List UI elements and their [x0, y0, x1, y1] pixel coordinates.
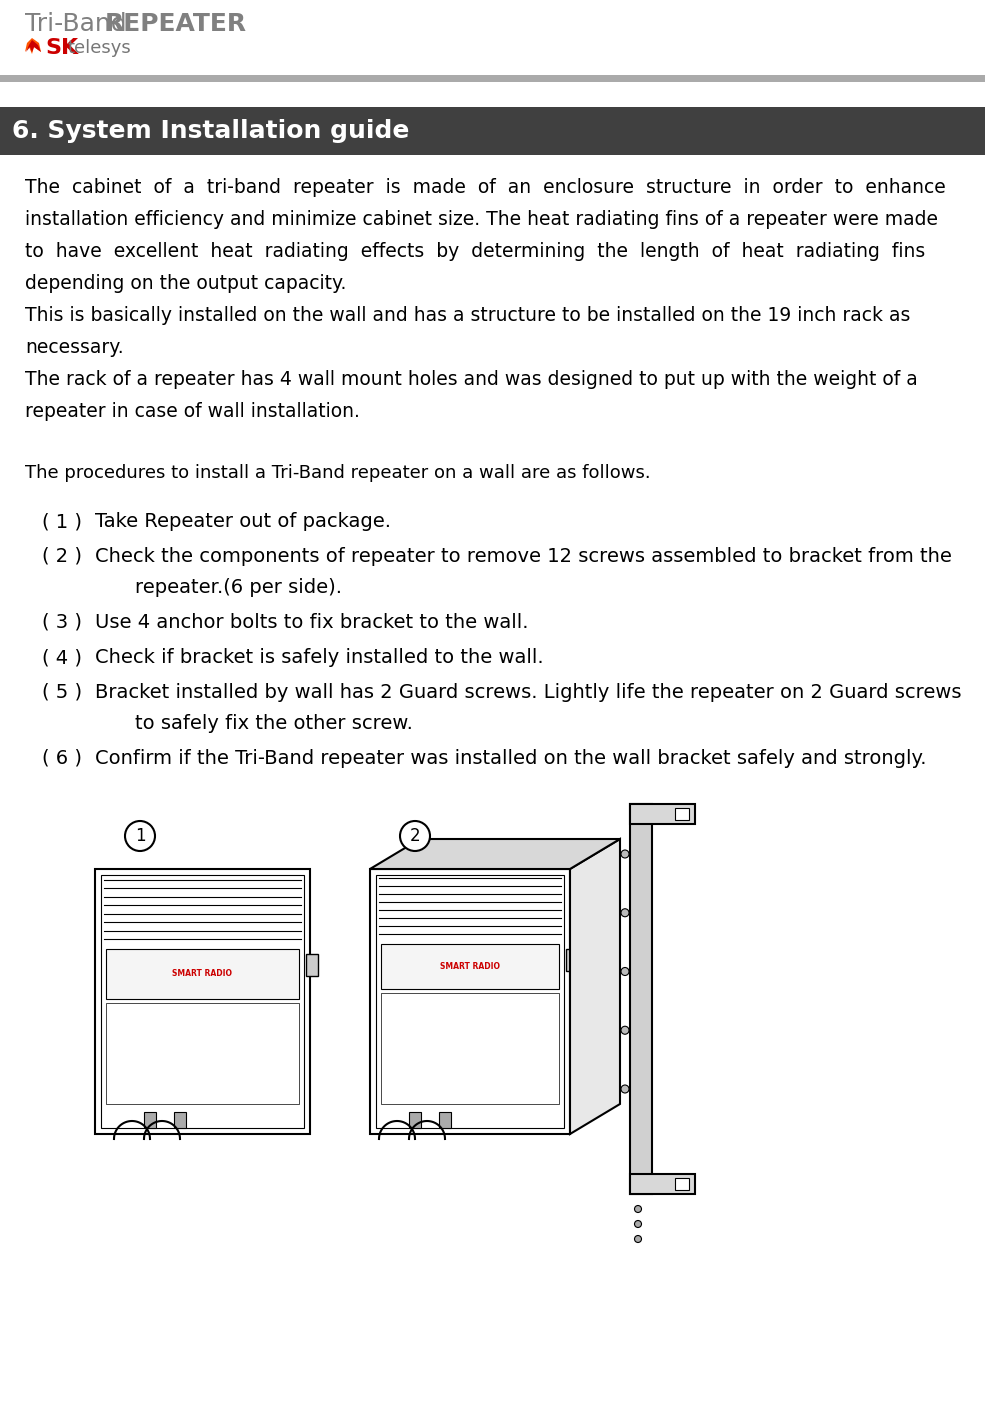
Polygon shape — [25, 38, 41, 54]
Bar — [675, 807, 689, 820]
Bar — [174, 1112, 186, 1128]
Circle shape — [400, 822, 430, 852]
Circle shape — [634, 1206, 641, 1212]
Text: ( 6 ): ( 6 ) — [42, 749, 82, 768]
Bar — [381, 944, 559, 990]
Bar — [306, 954, 318, 975]
Circle shape — [621, 850, 629, 859]
Circle shape — [634, 1220, 641, 1227]
Polygon shape — [370, 839, 620, 869]
Text: Use 4 anchor bolts to fix bracket to the wall.: Use 4 anchor bolts to fix bracket to the… — [95, 612, 529, 632]
Bar — [101, 874, 304, 1128]
Bar — [376, 874, 564, 1128]
Text: repeater.(6 per side).: repeater.(6 per side). — [135, 578, 342, 597]
Text: Take Repeater out of package.: Take Repeater out of package. — [95, 513, 391, 531]
Circle shape — [621, 967, 629, 975]
Bar — [630, 1173, 695, 1193]
Text: REPEATER: REPEATER — [105, 11, 247, 36]
Text: The rack of a repeater has 4 wall mount holes and was designed to put up with th: The rack of a repeater has 4 wall mount … — [25, 370, 918, 389]
Text: Confirm if the Tri-Band repeater was installed on the wall bracket safely and st: Confirm if the Tri-Band repeater was ins… — [95, 749, 927, 768]
Text: The procedures to install a Tri-Band repeater on a wall are as follows.: The procedures to install a Tri-Band rep… — [25, 464, 651, 481]
Text: SMART RADIO: SMART RADIO — [172, 970, 232, 978]
Text: This is basically installed on the wall and has a structure to be installed on t: This is basically installed on the wall … — [25, 306, 910, 325]
Bar — [630, 805, 695, 824]
Text: Check the components of repeater to remove 12 screws assembled to bracket from t: Check the components of repeater to remo… — [95, 547, 952, 565]
Text: SK: SK — [45, 38, 78, 58]
Text: repeater in case of wall installation.: repeater in case of wall installation. — [25, 402, 360, 422]
Polygon shape — [26, 40, 41, 53]
Bar — [675, 1178, 689, 1190]
Bar — [409, 1112, 421, 1128]
Text: to safely fix the other screw.: to safely fix the other screw. — [135, 713, 413, 733]
Bar — [630, 805, 652, 1193]
Text: Tri-Band: Tri-Band — [25, 11, 135, 36]
Text: ( 3 ): ( 3 ) — [42, 612, 82, 632]
Circle shape — [621, 1027, 629, 1034]
Circle shape — [621, 909, 629, 917]
Text: SMART RADIO: SMART RADIO — [440, 963, 500, 971]
Bar — [439, 1112, 451, 1128]
Text: ( 2 ): ( 2 ) — [42, 547, 82, 565]
Text: Bracket installed by wall has 2 Guard screws. Lightly life the repeater on 2 Gua: Bracket installed by wall has 2 Guard sc… — [95, 684, 961, 702]
Bar — [95, 869, 310, 1134]
Text: 1: 1 — [135, 827, 146, 844]
Text: installation efficiency and minimize cabinet size. The heat radiating fins of a : installation efficiency and minimize cab… — [25, 209, 938, 229]
Text: ( 1 ): ( 1 ) — [42, 513, 82, 531]
Bar — [0, 75, 985, 83]
Text: telesys: telesys — [68, 38, 132, 57]
Polygon shape — [570, 839, 620, 1134]
Bar — [381, 993, 559, 1104]
Circle shape — [125, 822, 155, 852]
Text: depending on the output capacity.: depending on the output capacity. — [25, 273, 347, 293]
Text: ( 4 ): ( 4 ) — [42, 648, 82, 666]
Bar — [370, 869, 570, 1134]
Text: 6. System Installation guide: 6. System Installation guide — [12, 120, 410, 142]
Bar — [0, 107, 985, 155]
Circle shape — [634, 1236, 641, 1243]
Circle shape — [621, 1085, 629, 1094]
Bar — [106, 948, 299, 1000]
Text: ( 5 ): ( 5 ) — [42, 684, 82, 702]
Bar — [106, 1002, 299, 1104]
Bar — [144, 1112, 156, 1128]
Text: Check if bracket is safely installed to the wall.: Check if bracket is safely installed to … — [95, 648, 544, 666]
Text: The  cabinet  of  a  tri-band  repeater  is  made  of  an  enclosure  structure : The cabinet of a tri-band repeater is ma… — [25, 178, 946, 197]
Bar — [566, 948, 578, 971]
Text: necessary.: necessary. — [25, 337, 124, 357]
Text: to  have  excellent  heat  radiating  effects  by  determining  the  length  of : to have excellent heat radiating effects… — [25, 242, 925, 261]
Text: 2: 2 — [410, 827, 421, 844]
